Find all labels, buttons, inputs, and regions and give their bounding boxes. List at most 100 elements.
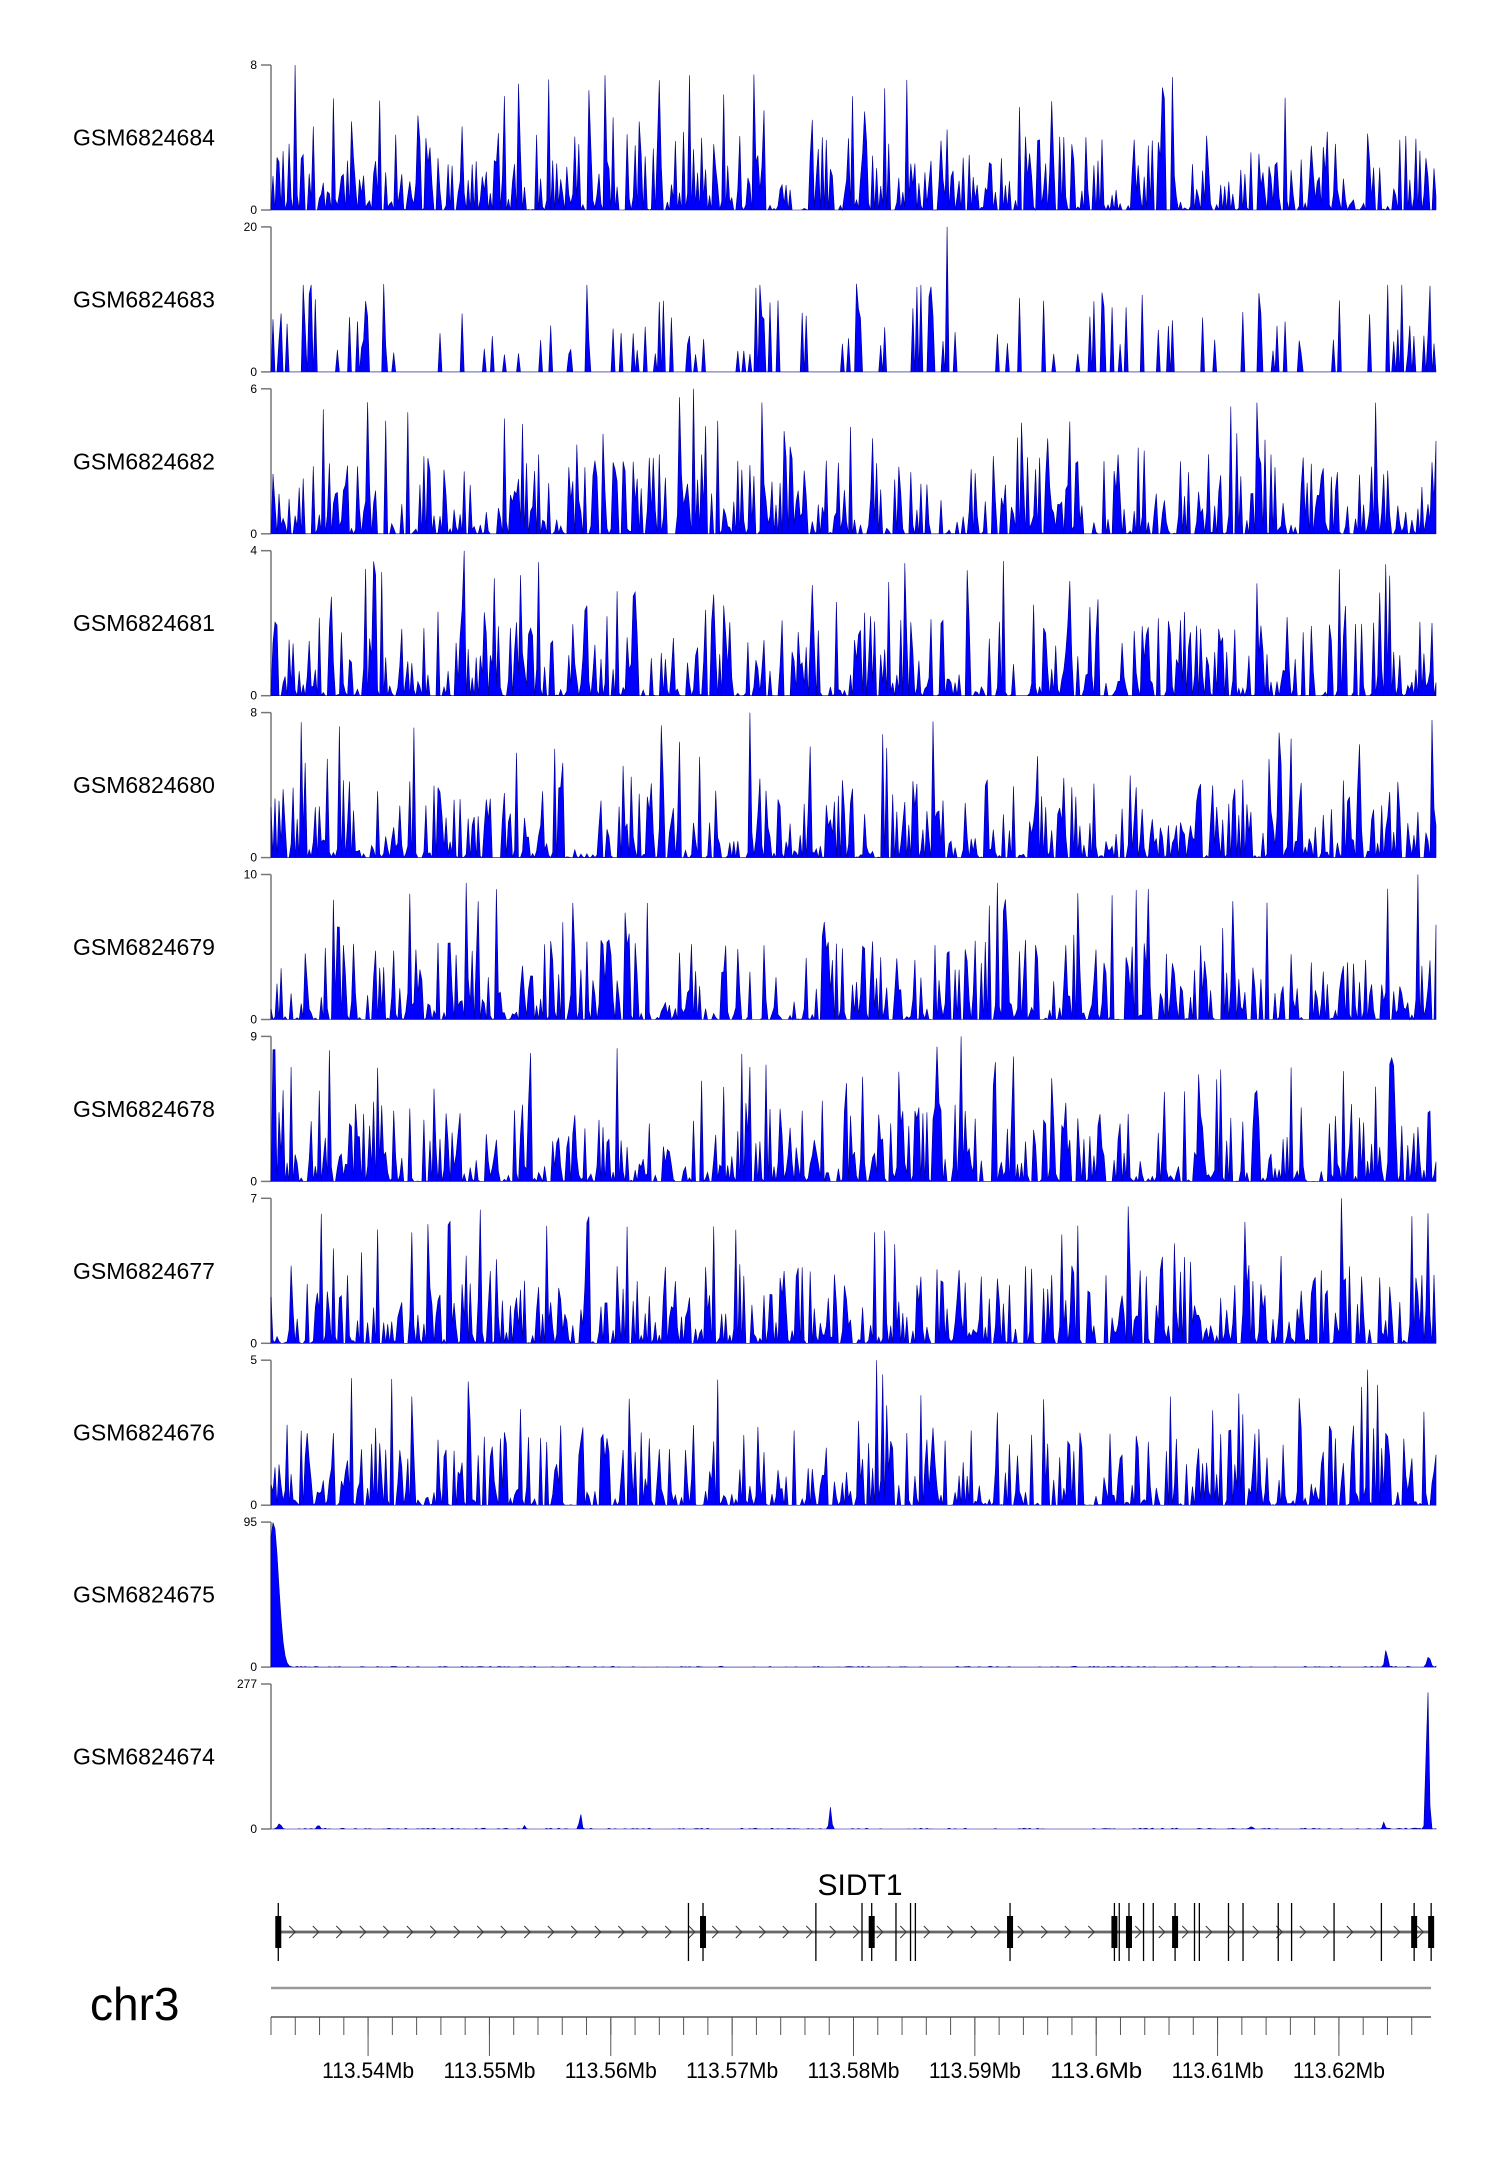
strand-arrow-icon — [1158, 1925, 1166, 1939]
track-gsm6824679: GSM6824679 10 0 — [73, 868, 1437, 1027]
strand-arrow-icon — [547, 1925, 555, 1939]
track-label: GSM6824677 — [73, 1258, 215, 1284]
y-tick-label-max: 277 — [237, 1677, 257, 1691]
y-tick-label-max: 10 — [244, 868, 258, 882]
exon-coding — [1125, 1916, 1132, 1948]
strand-arrow-icon — [688, 1925, 696, 1939]
y-tick-label-max: 9 — [250, 1029, 257, 1043]
exon-coding — [275, 1916, 282, 1948]
axis-tick-label: 113.57Mb — [686, 2058, 778, 2083]
y-tick-label-max: 7 — [250, 1191, 257, 1205]
coverage-area — [270, 712, 1437, 859]
y-tick-label-max: 95 — [244, 1515, 258, 1529]
strand-arrow-icon — [1017, 1925, 1025, 1939]
strand-arrow-icon — [1087, 1925, 1095, 1939]
y-tick-label-max: 6 — [250, 382, 257, 396]
strand-arrow-icon — [782, 1925, 790, 1939]
chromosome-label: chr3 — [90, 1978, 179, 2030]
y-tick-label-min: 0 — [250, 1822, 257, 1836]
strand-arrow-icon — [923, 1925, 931, 1939]
track-label: GSM6824684 — [73, 125, 215, 151]
coverage-tracks: GSM682468480GSM6824683200GSM682468260GSM… — [73, 58, 1437, 1836]
axis-tick-label: 113.62Mb — [1293, 2058, 1385, 2083]
y-tick-label-min: 0 — [250, 365, 257, 379]
strand-arrow-icon — [641, 1925, 649, 1939]
strand-arrow-icon — [570, 1925, 578, 1939]
strand-arrow-icon — [1205, 1925, 1213, 1939]
gene-name-label: SIDT1 — [817, 1869, 902, 1902]
track-gsm6824678: GSM6824678 9 0 — [73, 1029, 1437, 1188]
strand-arrow-icon — [711, 1925, 719, 1939]
strand-arrow-icon — [664, 1925, 672, 1939]
strand-arrow-icon — [453, 1925, 461, 1939]
track-gsm6824684: GSM6824684 8 0 — [73, 58, 1437, 217]
strand-arrow-icon — [1393, 1925, 1401, 1939]
track-gsm6824681: GSM6824681 4 0 — [73, 544, 1437, 703]
track-gsm6824675: GSM6824675 95 0 — [73, 1515, 1437, 1674]
axis-tick-label: 113.59Mb — [929, 2058, 1021, 2083]
track-gsm6824677: GSM6824677 7 0 — [73, 1191, 1437, 1350]
strand-arrow-icon — [1416, 1925, 1424, 1939]
strand-arrow-icon — [899, 1925, 907, 1939]
y-tick-label-min: 0 — [250, 689, 257, 703]
strand-arrow-icon — [312, 1925, 320, 1939]
strand-arrow-icon — [335, 1925, 343, 1939]
track-gsm6824683: GSM6824683 20 0 — [73, 220, 1437, 379]
y-tick-label-min: 0 — [250, 851, 257, 865]
track-gsm6824682: GSM6824682 6 0 — [73, 382, 1437, 541]
axis-tick-label: 113.58Mb — [808, 2058, 900, 2083]
strand-arrow-icon — [500, 1925, 508, 1939]
strand-arrow-icon — [1252, 1925, 1260, 1939]
y-tick-label-max: 8 — [250, 706, 257, 720]
strand-arrow-icon — [1369, 1925, 1377, 1939]
exon-coding — [700, 1916, 707, 1948]
strand-arrow-icon — [382, 1925, 390, 1939]
strand-arrow-icon — [406, 1925, 414, 1939]
coverage-area — [270, 226, 1437, 373]
strand-arrow-icon — [594, 1925, 602, 1939]
axis-tick-label: 113.55Mb — [443, 2058, 535, 2083]
strand-arrow-icon — [946, 1925, 954, 1939]
exon-coding — [1411, 1916, 1418, 1948]
y-tick-label-min: 0 — [250, 1174, 257, 1188]
coverage-area — [270, 1036, 1437, 1183]
exon-coding — [1007, 1916, 1014, 1948]
y-tick-label-min: 0 — [250, 1660, 257, 1674]
strand-arrow-icon — [970, 1925, 978, 1939]
exon-coding — [1172, 1916, 1179, 1948]
strand-arrow-icon — [617, 1925, 625, 1939]
coverage-area — [270, 388, 1437, 535]
y-tick-label-min: 0 — [250, 527, 257, 541]
gene-track: SIDT1 — [275, 1869, 1435, 1961]
strand-arrow-icon — [829, 1925, 837, 1939]
coverage-area — [271, 1692, 1437, 1830]
exon-coding — [1111, 1916, 1118, 1948]
exon-coding — [1428, 1916, 1435, 1948]
track-gsm6824674: GSM6824674 277 0 — [73, 1677, 1437, 1836]
y-tick-label-max: 8 — [250, 58, 257, 72]
strand-arrow-icon — [476, 1925, 484, 1939]
y-tick-label-min: 0 — [250, 1498, 257, 1512]
strand-arrow-icon — [359, 1925, 367, 1939]
axis-tick-label: 113.6Mb — [1050, 2058, 1142, 2083]
strand-arrow-icon — [1346, 1925, 1354, 1939]
track-label: GSM6824682 — [73, 448, 215, 474]
strand-arrow-icon — [1134, 1925, 1142, 1939]
strand-arrow-icon — [805, 1925, 813, 1939]
coverage-area — [270, 874, 1437, 1021]
strand-arrow-icon — [1064, 1925, 1072, 1939]
strand-arrow-icon — [429, 1925, 437, 1939]
exon-coding — [868, 1916, 875, 1948]
strand-arrow-icon — [288, 1925, 296, 1939]
y-tick-label-min: 0 — [250, 1013, 257, 1027]
coverage-area — [270, 64, 1437, 212]
track-label: GSM6824678 — [73, 1096, 215, 1122]
y-tick-label-min: 0 — [250, 203, 257, 217]
y-tick-label-max: 4 — [250, 544, 257, 558]
track-label: GSM6824676 — [73, 1420, 215, 1446]
strand-arrow-icon — [852, 1925, 860, 1939]
coverage-area — [270, 1198, 1437, 1345]
strand-arrow-icon — [876, 1925, 884, 1939]
track-label: GSM6824674 — [73, 1744, 215, 1770]
strand-arrow-icon — [523, 1925, 531, 1939]
